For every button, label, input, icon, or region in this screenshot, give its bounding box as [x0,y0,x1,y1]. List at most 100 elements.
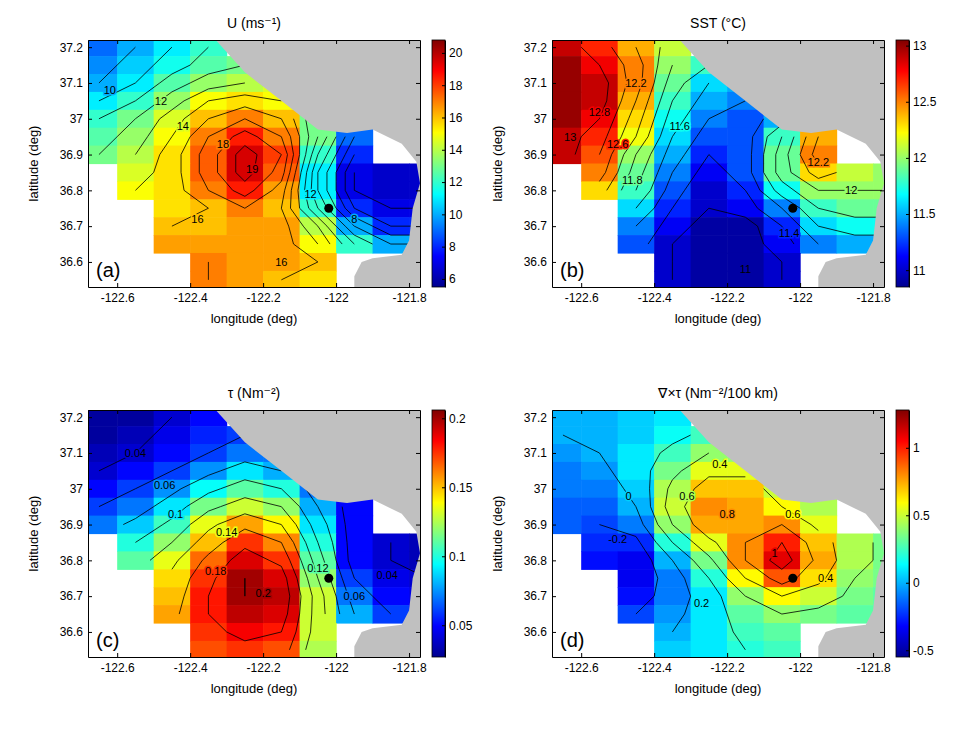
contour-line [269,560,281,566]
contour-line [649,471,651,489]
heatmap-cell [581,164,618,182]
contour-line [643,155,650,173]
tick-label: 13 [913,39,927,53]
tick [263,410,264,414]
heatmap-cell [154,426,191,444]
contour-line [581,119,599,137]
heatmap-cell [263,623,300,641]
tick: -0.5 [906,644,934,658]
tick: 36.7 [60,589,92,603]
contour-line [788,137,794,155]
contour-line [636,190,651,208]
contour-line [336,596,340,614]
tick: 37.2 [524,40,556,54]
heatmap-cell [691,623,728,641]
heatmap-cell [691,253,728,271]
contour-line [298,172,301,190]
contour-line [354,226,390,244]
contour-line [233,190,245,196]
contour-line [694,477,709,489]
tick-label: 36.8 [524,184,548,198]
contour-line [782,608,818,614]
tick: -122.6 [101,653,135,675]
contour-line [775,190,782,196]
tick-mark [727,653,728,657]
tick [880,596,884,597]
contour-line [294,542,301,560]
contour-line [218,514,245,525]
tick-label: 14 [449,143,463,157]
contour-line [607,83,609,101]
tick: 36.9 [60,518,92,532]
contour-line [745,190,757,208]
contour-label: 12 [304,188,316,200]
contour-line [306,137,309,155]
contour-line [199,155,200,173]
contour-line [318,578,324,596]
heatmap-cell [618,480,655,498]
heatmap-cell [263,164,300,182]
y-axis: 36.636.736.836.93737.137.2 [524,40,556,287]
heatmap-cell [154,569,191,587]
contour-line [776,137,782,155]
contour-line [782,507,811,525]
heatmap-cell [618,587,655,605]
panel-title: U (ms⁻¹) [227,15,281,31]
contour-line [285,172,290,190]
contour-line [184,89,208,101]
contour-line [788,155,791,173]
contour-line [233,131,245,137]
heatmap-cell [227,181,264,199]
tick: 36.9 [524,518,556,532]
tick-label: 37.1 [524,446,548,460]
tick [880,453,884,454]
heatmap-cell [154,235,191,253]
contour-line [672,560,684,578]
contour-line [660,83,666,101]
heatmap-cell [154,587,191,605]
contour-line [753,119,764,137]
contour-line [227,632,245,641]
contour-line [221,498,245,507]
contour-line [160,74,172,83]
contour-line [290,137,293,155]
tick-label: 36.7 [524,219,548,233]
colorbar: 1111.51212.513 [896,39,937,288]
contour-line [800,226,818,244]
contour-line [642,101,648,119]
heatmap-cell [117,534,154,552]
contour-line [300,208,318,226]
heatmap-cell [618,516,655,534]
tick: 36.6 [524,255,556,269]
tick [117,40,118,44]
heatmap-cell [336,587,373,605]
heatmap-cell [373,181,410,199]
land [205,40,420,287]
contour-line [648,119,654,137]
contour-line [672,435,690,444]
tick: -122.2 [247,653,281,675]
heatmap-cell [837,534,874,552]
tick-mark [416,262,420,263]
contour-line [272,181,281,190]
contour-line [618,155,624,173]
contour-line [818,226,854,235]
tick-mark [727,283,728,287]
tick: 37.1 [524,76,556,90]
tick-mark [442,85,445,86]
axis-line [89,410,421,411]
tick-mark [552,560,556,561]
contour-line [208,489,220,493]
tick-mark [906,515,909,516]
contour-line [190,511,208,524]
contour-line [291,172,295,190]
contour-line [208,262,209,280]
heatmap-cell [581,480,618,498]
contour-line [202,554,208,560]
tick-mark [873,410,874,414]
contour-line [693,525,709,538]
contour-label: 0.06 [154,479,175,491]
tick-mark [581,653,582,657]
contour-line [306,632,311,650]
axis-line [88,411,89,658]
